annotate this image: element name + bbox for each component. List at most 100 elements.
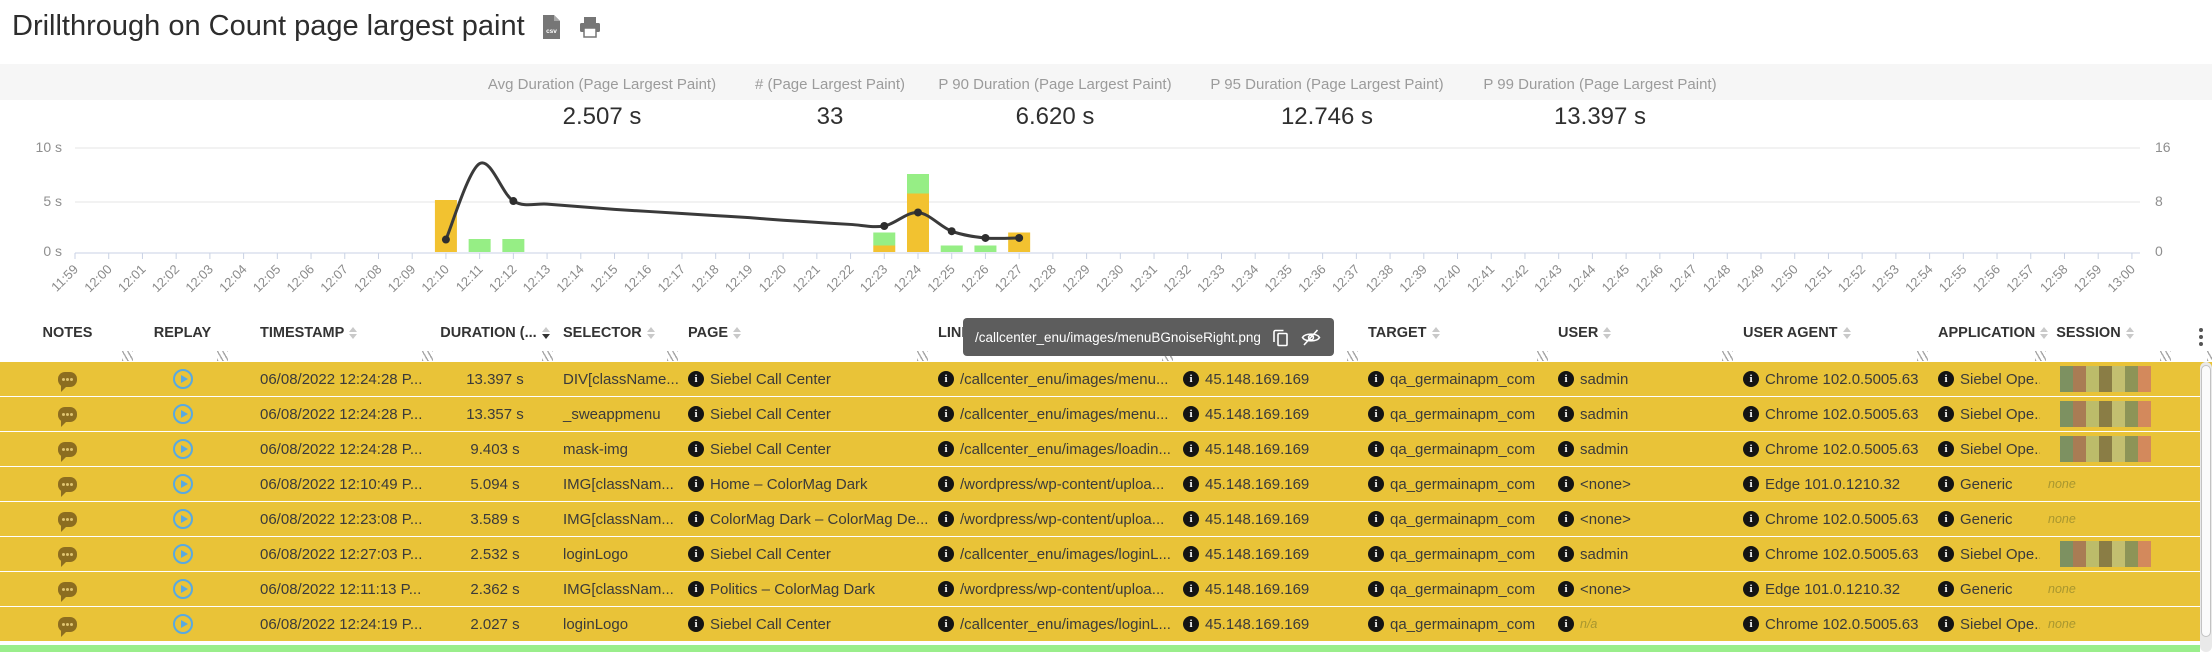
- info-icon[interactable]: i: [1368, 511, 1384, 527]
- replay-button[interactable]: [172, 404, 193, 424]
- column-resize-grip[interactable]: [667, 351, 678, 361]
- column-resize-grip[interactable]: [1347, 351, 1358, 361]
- info-icon[interactable]: i: [1183, 406, 1199, 422]
- info-icon[interactable]: i: [1183, 441, 1199, 457]
- info-icon[interactable]: i: [1558, 511, 1574, 527]
- sort-asc-icon[interactable]: [2125, 327, 2134, 332]
- print-icon[interactable]: [578, 15, 602, 39]
- info-icon[interactable]: i: [1938, 476, 1954, 492]
- sort-desc-icon[interactable]: [1842, 334, 1851, 339]
- info-icon[interactable]: i: [938, 406, 954, 422]
- info-icon[interactable]: i: [1743, 441, 1759, 457]
- info-icon[interactable]: i: [938, 441, 954, 457]
- column-resize-grip[interactable]: [122, 351, 133, 361]
- count-bar-green[interactable]: [873, 232, 896, 246]
- column-resize-grip[interactable]: [2035, 351, 2047, 361]
- column-resize-grip[interactable]: [1537, 351, 1548, 361]
- info-icon[interactable]: i: [1368, 371, 1384, 387]
- column-header-user[interactable]: USER: [1550, 318, 1735, 362]
- info-icon[interactable]: i: [688, 511, 704, 527]
- info-icon[interactable]: i: [1558, 371, 1574, 387]
- count-bar-yellow[interactable]: [434, 200, 457, 252]
- note-icon[interactable]: [58, 511, 77, 532]
- note-icon[interactable]: [58, 616, 77, 637]
- table-row[interactable]: 06/08/2022 12:24:28 P... 9.403 s mask-img i…: [0, 432, 2212, 467]
- count-bar-green[interactable]: [907, 174, 929, 194]
- sort-asc-icon[interactable]: [1431, 327, 1440, 332]
- info-icon[interactable]: i: [1743, 511, 1759, 527]
- info-icon[interactable]: i: [688, 546, 704, 562]
- info-icon[interactable]: i: [1183, 476, 1199, 492]
- count-bar-green[interactable]: [468, 239, 491, 252]
- sort-desc-icon[interactable]: [1603, 334, 1612, 339]
- info-icon[interactable]: i: [1558, 546, 1574, 562]
- sort-arrows[interactable]: [1603, 327, 1612, 339]
- info-icon[interactable]: i: [1743, 371, 1759, 387]
- info-icon[interactable]: i: [1938, 371, 1954, 387]
- column-resize-grip[interactable]: [1162, 351, 1173, 361]
- count-bar-yellow[interactable]: [873, 245, 896, 253]
- info-icon[interactable]: i: [1938, 511, 1954, 527]
- sort-desc-icon[interactable]: [349, 334, 358, 339]
- sort-arrows[interactable]: [1431, 327, 1440, 339]
- info-icon[interactable]: i: [1183, 581, 1199, 597]
- info-icon[interactable]: i: [938, 476, 954, 492]
- table-scrollbar[interactable]: [2200, 362, 2212, 652]
- sort-asc-icon[interactable]: [2040, 327, 2049, 332]
- info-icon[interactable]: i: [688, 441, 704, 457]
- column-header-timestamp[interactable]: TIMESTAMP: [230, 318, 435, 362]
- column-header-page[interactable]: PAGE: [680, 318, 930, 362]
- info-icon[interactable]: i: [688, 406, 704, 422]
- table-row[interactable]: 06/08/2022 12:27:03 P... 2.532 s loginLogo…: [0, 537, 2212, 572]
- sort-arrows[interactable]: [733, 327, 742, 339]
- info-icon[interactable]: i: [1743, 546, 1759, 562]
- info-icon[interactable]: i: [1938, 406, 1954, 422]
- table-row[interactable]: 06/08/2022 12:23:08 P... 3.589 s IMG[class…: [0, 502, 2212, 537]
- sort-arrows[interactable]: [1842, 327, 1851, 339]
- count-bar-green[interactable]: [974, 245, 997, 253]
- sort-asc-icon[interactable]: [541, 327, 550, 332]
- column-resize-grip[interactable]: [422, 351, 433, 361]
- info-icon[interactable]: i: [1183, 511, 1199, 527]
- info-icon[interactable]: i: [1368, 406, 1384, 422]
- column-header-application[interactable]: APPLICATION: [1930, 318, 2049, 362]
- sort-arrows[interactable]: [541, 327, 550, 339]
- column-resize-grip[interactable]: [1722, 351, 1733, 361]
- column-header-target[interactable]: TARGET: [1360, 318, 1550, 362]
- column-resize-grip[interactable]: [542, 351, 553, 361]
- info-icon[interactable]: i: [1743, 616, 1759, 632]
- info-icon[interactable]: i: [688, 581, 704, 597]
- sort-arrows[interactable]: [349, 327, 358, 339]
- sort-desc-icon[interactable]: [646, 334, 655, 339]
- table-row[interactable]: 06/08/2022 12:11:13 P... 2.362 s IMG[class…: [0, 572, 2212, 607]
- info-icon[interactable]: i: [1368, 441, 1384, 457]
- count-bar-yellow[interactable]: [1008, 232, 1031, 253]
- replay-button[interactable]: [172, 439, 193, 459]
- sort-desc-icon[interactable]: [733, 334, 742, 339]
- replay-button[interactable]: [172, 544, 193, 564]
- note-icon[interactable]: [58, 406, 77, 427]
- info-icon[interactable]: i: [1938, 616, 1954, 632]
- info-icon[interactable]: i: [1938, 441, 1954, 457]
- column-resize-grip[interactable]: [2160, 351, 2172, 361]
- sort-asc-icon[interactable]: [349, 327, 358, 332]
- info-icon[interactable]: i: [1743, 476, 1759, 492]
- info-icon[interactable]: i: [688, 616, 704, 632]
- column-header-useragent[interactable]: USER AGENT: [1735, 318, 1930, 362]
- sort-asc-icon[interactable]: [733, 327, 742, 332]
- replay-button[interactable]: [172, 579, 193, 599]
- sort-arrows[interactable]: [646, 327, 655, 339]
- copy-icon[interactable]: [1272, 328, 1289, 347]
- table-menu-icon[interactable]: [2198, 328, 2203, 346]
- hide-column-icon[interactable]: [1300, 328, 1322, 347]
- replay-button[interactable]: [172, 509, 193, 529]
- info-icon[interactable]: i: [1558, 581, 1574, 597]
- sort-desc-icon[interactable]: [541, 334, 550, 339]
- info-icon[interactable]: i: [1183, 546, 1199, 562]
- sort-desc-icon[interactable]: [1431, 334, 1440, 339]
- info-icon[interactable]: i: [938, 546, 954, 562]
- sort-asc-icon[interactable]: [1842, 327, 1851, 332]
- info-icon[interactable]: i: [938, 511, 954, 527]
- info-icon[interactable]: i: [688, 371, 704, 387]
- column-resize-grip[interactable]: [217, 351, 228, 361]
